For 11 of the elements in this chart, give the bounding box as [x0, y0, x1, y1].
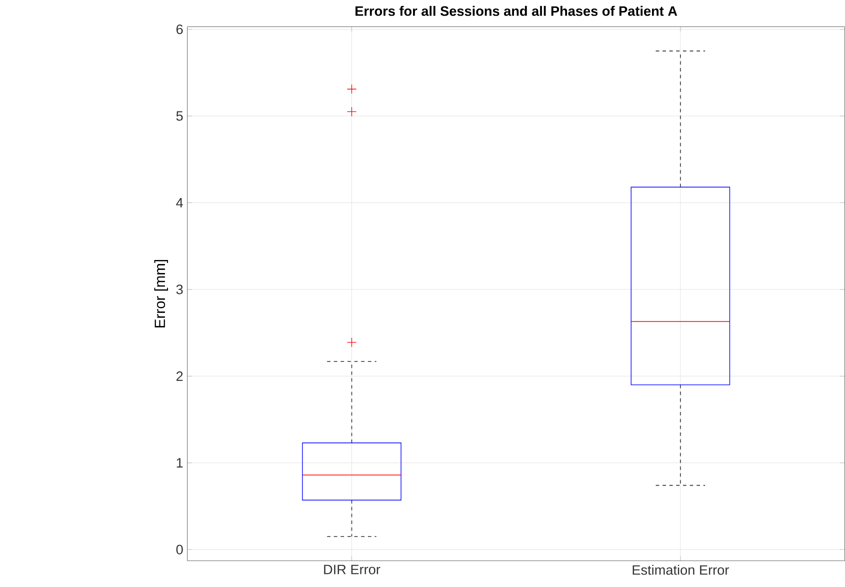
y-tick-label: 2: [176, 371, 183, 381]
y-tick-label: 1: [176, 458, 183, 468]
x-tick-label: DIR Error: [324, 564, 380, 574]
y-axis-title: Error [mm]: [154, 260, 168, 328]
y-tick-label: 6: [176, 24, 183, 34]
y-tick-label: 3: [176, 284, 183, 294]
chart-title: Errors for all Sessions and all Phases of Patient A: [356, 6, 678, 16]
y-tick-label: 5: [176, 111, 183, 121]
y-tick-label: 0: [176, 544, 183, 554]
x-tick-label: Estimation Error: [632, 564, 729, 575]
y-tick-label: 4: [176, 198, 183, 208]
